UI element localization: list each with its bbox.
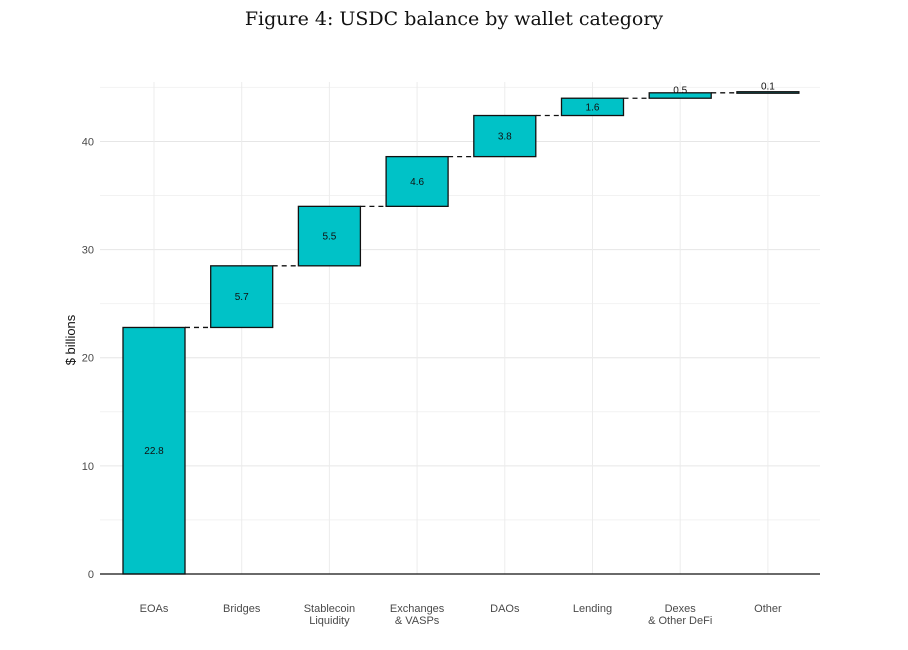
x-tick-label: EOAs <box>140 603 169 615</box>
data-label: 0.1 <box>761 82 775 93</box>
data-label: 22.8 <box>144 446 164 457</box>
waterfall-bar <box>385 155 449 208</box>
label-layer: 22.8 EOAs 5.7 Bridges 5.5 StablecoinLiquidity… <box>140 82 782 627</box>
y-tick-label: 0 <box>88 569 94 581</box>
y-tick-label: 20 <box>82 353 94 365</box>
bar-layer <box>122 91 800 575</box>
x-tick-label: & Other DeFi <box>648 615 712 627</box>
y-tick-label: 40 <box>82 136 94 148</box>
x-tick-label: Lending <box>573 603 612 615</box>
x-tick-label: & VASPs <box>395 615 440 627</box>
chart-title: Figure 4: USDC balance by wallet categor… <box>244 8 664 30</box>
x-tick-label: Stablecoin <box>304 603 355 615</box>
waterfall-bar <box>297 205 362 267</box>
waterfall-bar <box>648 92 712 99</box>
y-tick-label: 30 <box>82 245 94 257</box>
waterfall-bar <box>736 91 800 94</box>
data-label: 1.6 <box>586 102 600 113</box>
axis-layer: 0 10 20 30 40 <box>82 136 820 581</box>
data-label: 3.8 <box>498 132 512 143</box>
data-label: 0.5 <box>673 85 687 96</box>
waterfall-bar <box>473 114 537 158</box>
x-tick-label: Exchanges <box>390 603 445 615</box>
data-label: 5.5 <box>322 232 336 243</box>
waterfall-bar <box>210 265 274 329</box>
x-tick-label: Liquidity <box>309 615 350 627</box>
data-label: 5.7 <box>235 292 249 303</box>
waterfall-bar <box>560 97 625 117</box>
x-tick-label: Other <box>754 603 782 615</box>
data-label: 4.6 <box>410 177 424 188</box>
x-tick-label: DAOs <box>490 603 520 615</box>
connector-layer <box>185 92 737 329</box>
y-axis-title: $ billions <box>63 314 78 365</box>
waterfall-bar <box>122 326 186 575</box>
y-tick-label: 10 <box>82 461 94 473</box>
x-tick-label: Bridges <box>223 603 261 615</box>
x-tick-label: Dexes <box>665 603 697 615</box>
